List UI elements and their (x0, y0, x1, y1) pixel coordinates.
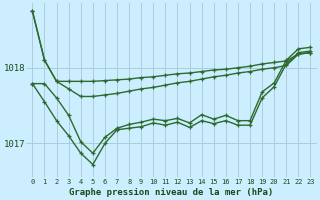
X-axis label: Graphe pression niveau de la mer (hPa): Graphe pression niveau de la mer (hPa) (69, 188, 274, 197)
